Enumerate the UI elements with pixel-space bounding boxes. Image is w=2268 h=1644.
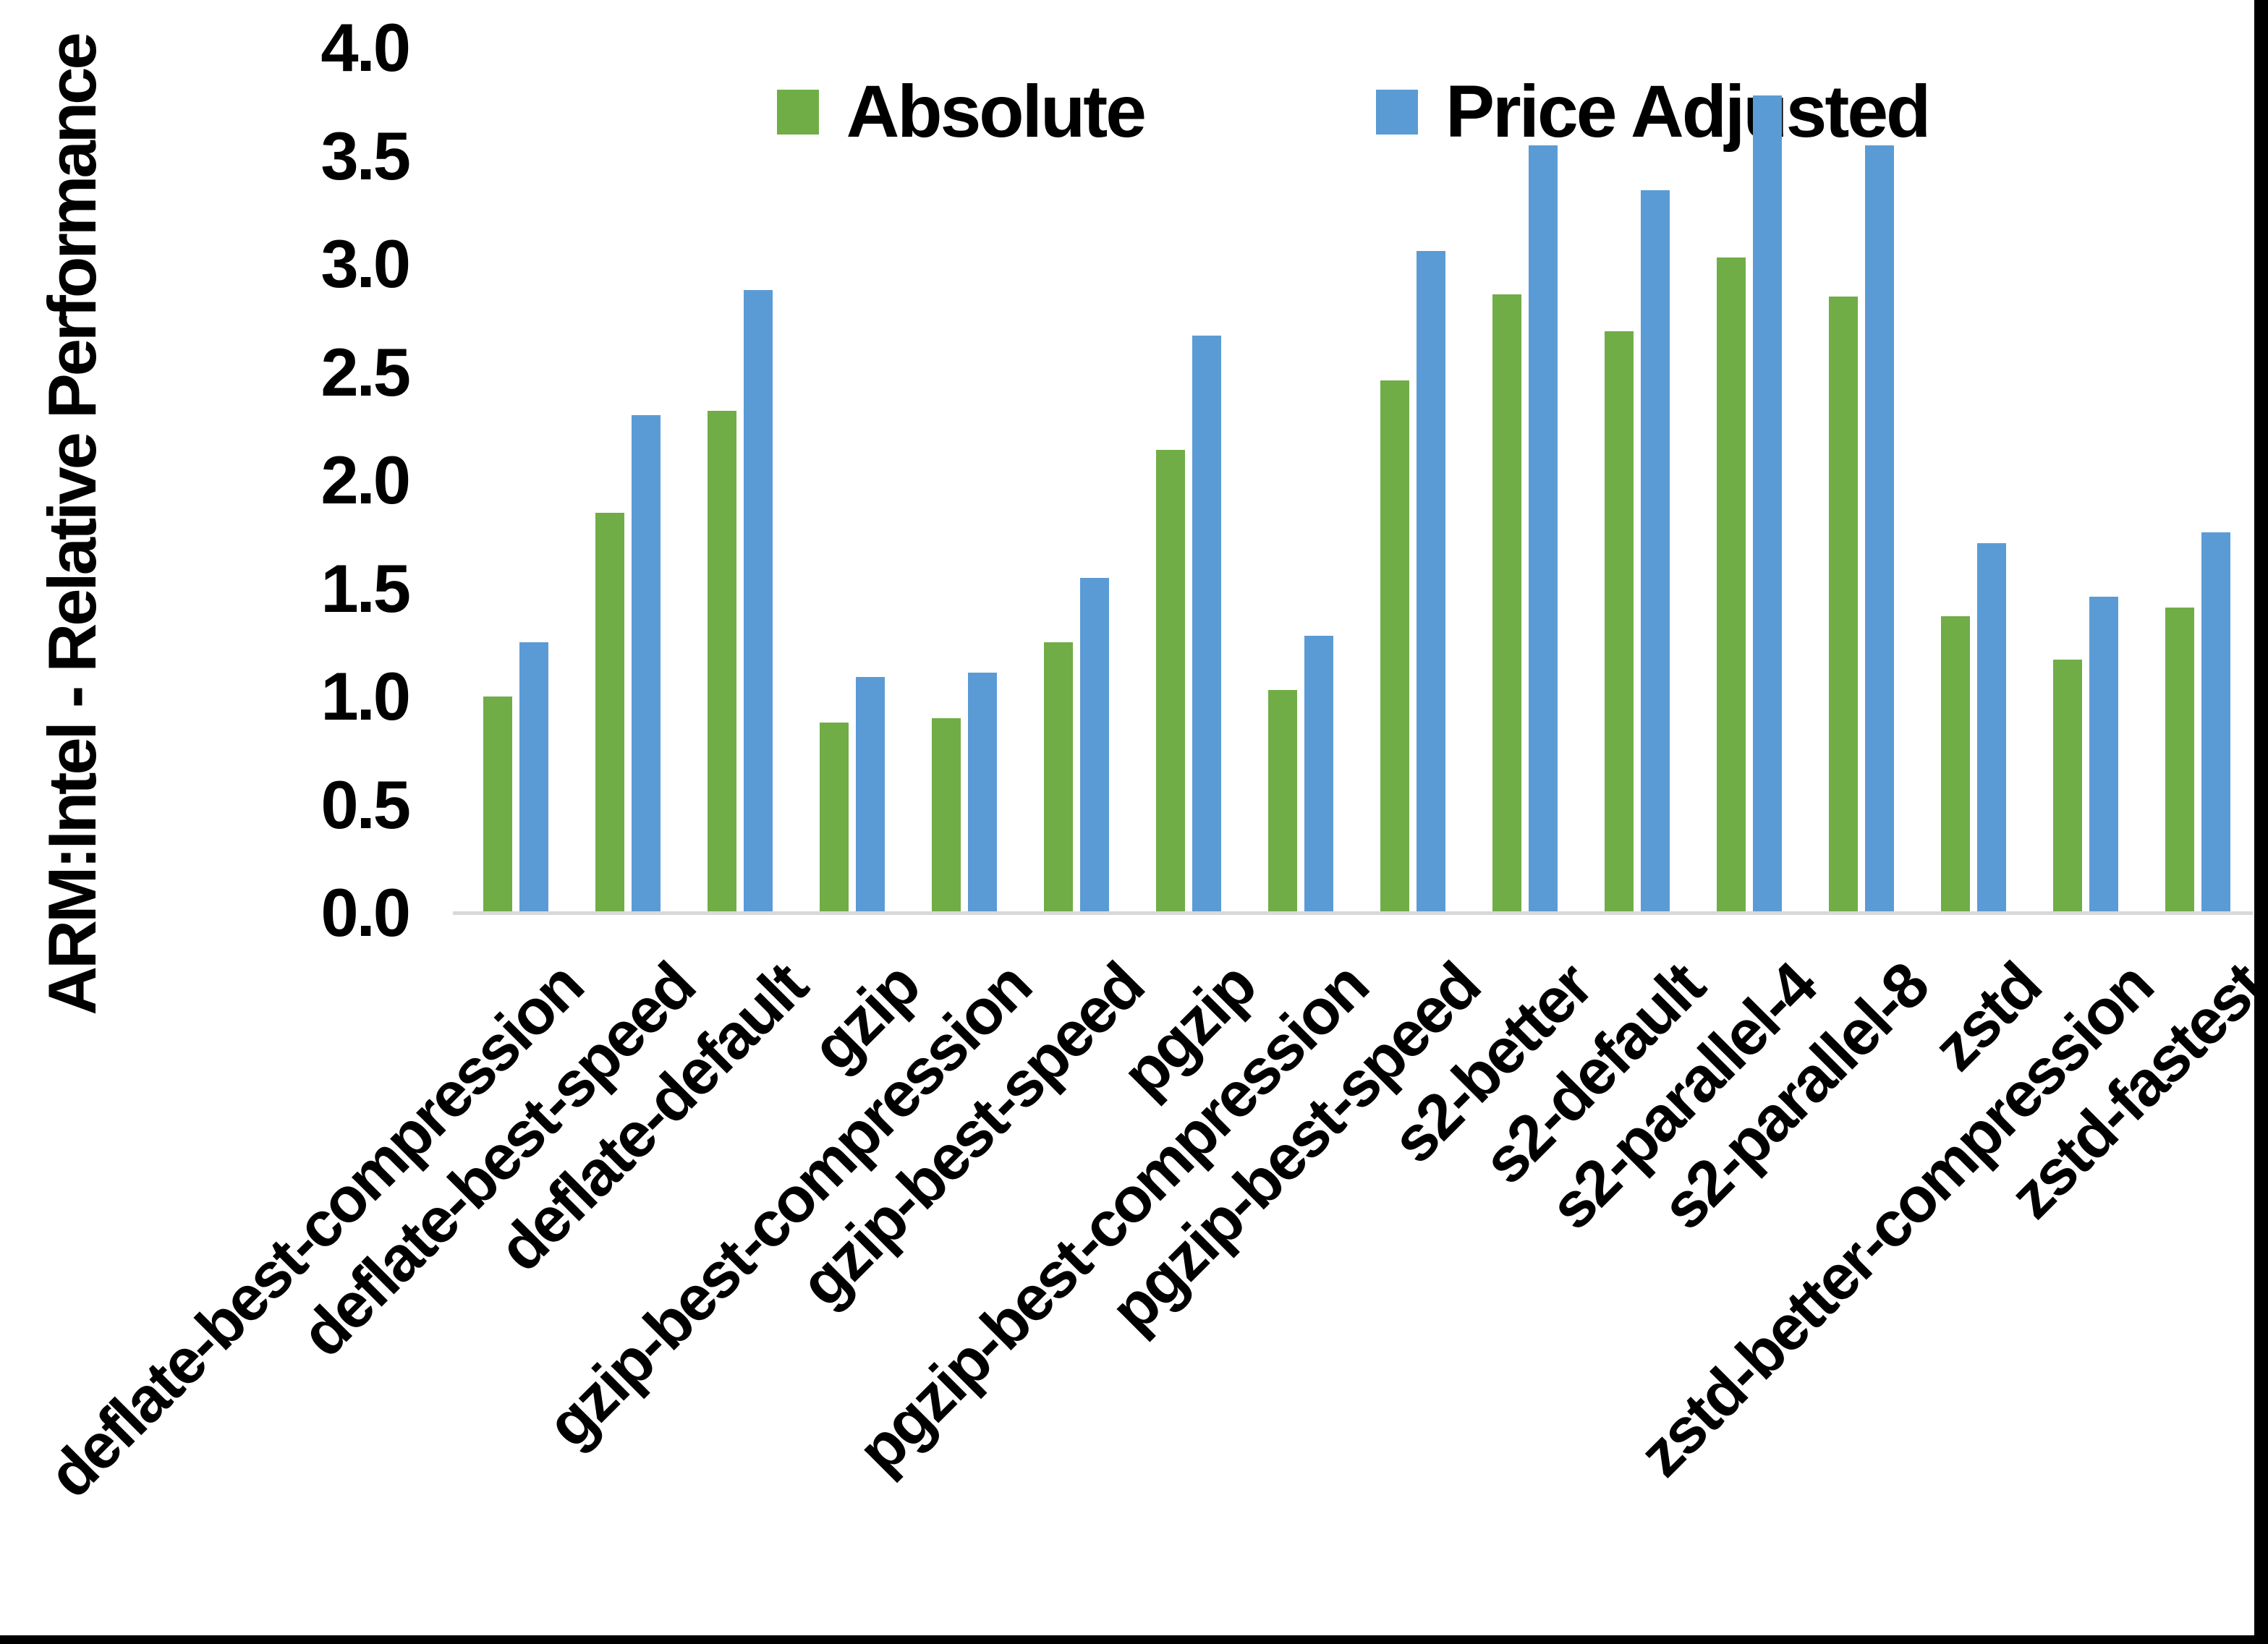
bar-price-adjusted	[519, 642, 548, 913]
bar-absolute	[1268, 690, 1297, 913]
bar-absolute	[483, 697, 512, 913]
y-axis-tick-label: 2.5	[320, 333, 411, 410]
bar-absolute	[932, 718, 961, 913]
bar-absolute	[1717, 257, 1746, 913]
y-axis-tick-label: 4.0	[320, 9, 411, 85]
y-axis-tick-label: 1.0	[320, 658, 411, 734]
bar-absolute	[1156, 450, 1185, 913]
bar-absolute	[595, 513, 624, 913]
bar-price-adjusted	[1080, 578, 1109, 913]
legend-swatch-price-adjusted	[1375, 89, 1418, 135]
bar-price-adjusted	[1865, 145, 1894, 913]
bar-absolute	[1492, 294, 1521, 913]
bar-absolute	[708, 411, 736, 913]
legend-label-absolute: Absolute	[846, 70, 1147, 153]
bar-absolute	[2053, 660, 2082, 913]
legend-item-price-adjusted: Price Adjusted	[1375, 69, 1931, 154]
legend-item-absolute: Absolute	[776, 69, 1147, 154]
bar-absolute	[1941, 616, 1970, 913]
y-axis-tick-label: 2.0	[320, 442, 411, 518]
bar-price-adjusted	[2089, 597, 2118, 913]
bar-price-adjusted	[1529, 145, 1558, 913]
bar-price-adjusted	[1977, 543, 2006, 913]
bar-price-adjusted	[2201, 532, 2230, 913]
bar-absolute	[1829, 297, 1858, 913]
bar-price-adjusted	[968, 673, 997, 913]
y-axis-tick-label: 0.5	[320, 766, 411, 843]
page-border-right	[2254, 0, 2268, 1644]
bar-price-adjusted	[1641, 190, 1670, 913]
plot-area	[456, 0, 2250, 913]
bar-price-adjusted	[1417, 251, 1445, 913]
bar-price-adjusted	[856, 677, 885, 913]
y-axis-tick-label: 0.0	[320, 874, 411, 950]
bar-price-adjusted	[1304, 636, 1333, 913]
bar-price-adjusted	[632, 415, 661, 913]
bar-absolute	[1044, 642, 1073, 913]
bar-absolute	[1380, 380, 1409, 913]
bar-price-adjusted	[1753, 95, 1782, 913]
y-axis-tick-label: 3.0	[320, 226, 411, 302]
bar-absolute	[2165, 608, 2194, 913]
x-axis-line	[453, 911, 2253, 915]
legend: Absolute Price Adjusted	[456, 69, 2250, 154]
page-border-bottom	[0, 1635, 2268, 1644]
legend-label-price-adjusted: Price Adjusted	[1445, 70, 1931, 153]
bar-price-adjusted	[744, 290, 773, 913]
bar-absolute	[820, 723, 849, 913]
bar-price-adjusted	[1192, 336, 1221, 913]
y-axis-tick-label: 1.5	[320, 550, 411, 626]
legend-swatch-absolute	[776, 89, 819, 135]
y-axis-tick-label: 3.5	[320, 117, 411, 194]
y-axis-title: ARM:Intel - Relative Performance	[34, 35, 110, 1015]
bar-absolute	[1605, 331, 1634, 913]
